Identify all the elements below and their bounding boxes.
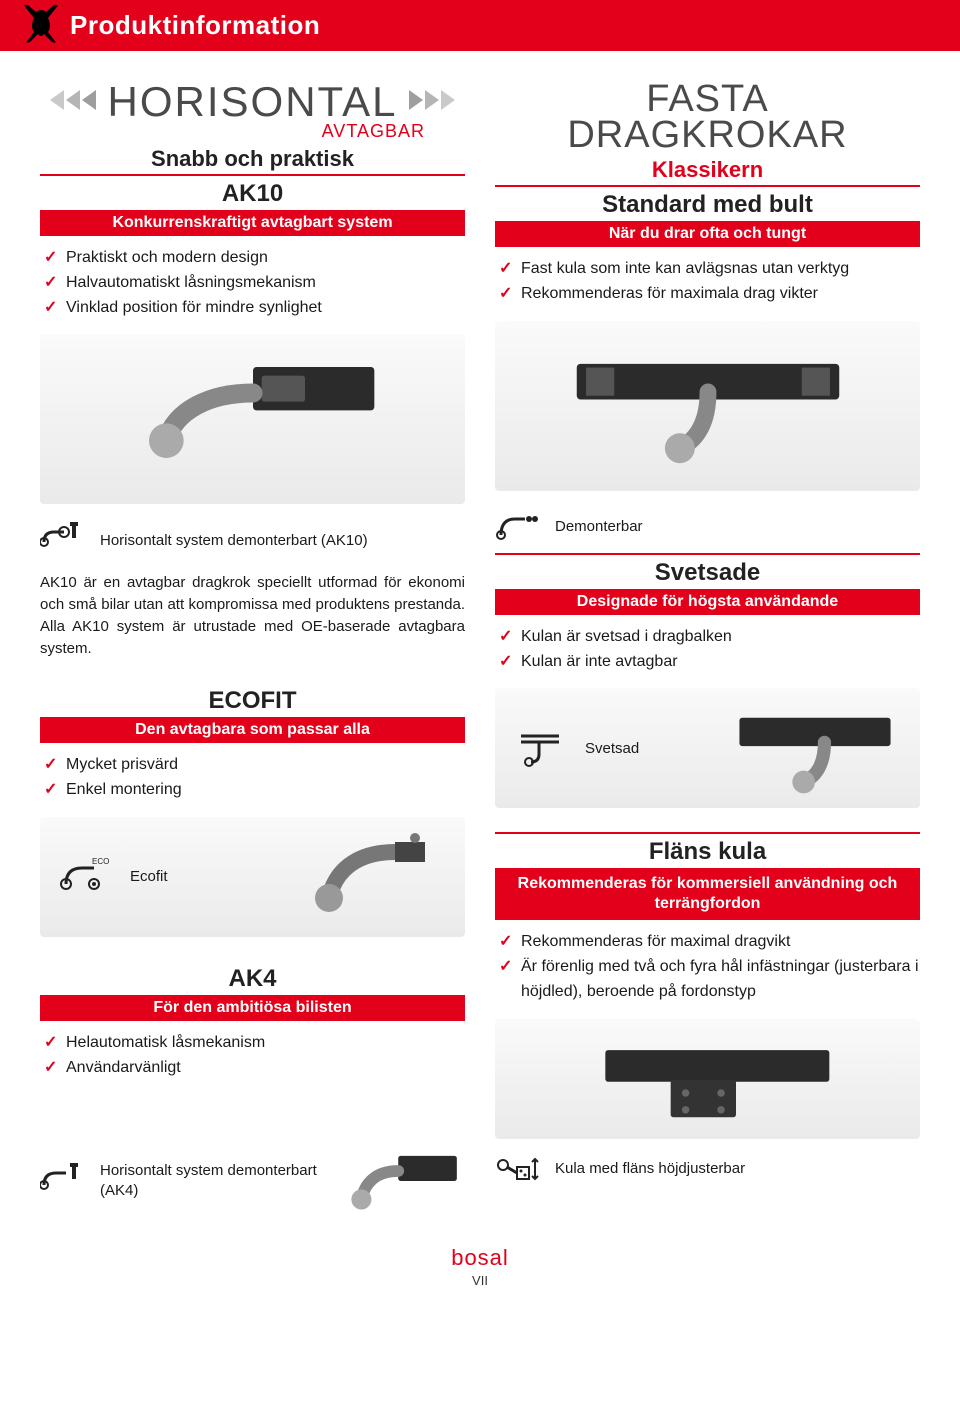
ecofit-banner: Den avtagbara som passar alla — [40, 717, 465, 743]
brand-logo-icon — [18, 2, 64, 44]
flans-icon-row: Kula med fläns höjdjusterbar — [495, 1151, 920, 1187]
left-column: HORISONTAL AVTAGBAR Snabb och praktisk A… — [40, 81, 465, 1221]
page-body: HORISONTAL AVTAGBAR Snabb och praktisk A… — [0, 51, 960, 1231]
fasta-title-2: DRAGKROKAR — [495, 117, 920, 153]
list-item: Kulan är svetsad i dragbalken — [499, 625, 920, 650]
detachable-icon — [495, 509, 541, 545]
list-item: Användarvänligt — [44, 1056, 465, 1081]
list-item: Vinklad position för mindre synlighet — [44, 296, 465, 321]
ak10-body-text: AK10 är en avtagbar dragkrok speciellt u… — [40, 572, 465, 659]
list-item: Kulan är inte avtagbar — [499, 650, 920, 675]
ak10-banner: Konkurrenskraftigt avtagbart system — [40, 210, 465, 236]
ak4-heading: AK4 — [40, 961, 465, 995]
detachable-horizontal-icon — [40, 1163, 86, 1199]
page-header: Produktinformation — [0, 0, 960, 51]
footer-page-number: VII — [0, 1273, 960, 1288]
list-item: Är förenlig med två och fyra hål infästn… — [499, 955, 920, 1005]
horisontal-hero: HORISONTAL AVTAGBAR — [40, 81, 465, 142]
list-item: Fast kula som inte kan avlägsnas utan ve… — [499, 257, 920, 282]
svetsad-label: Svetsad — [585, 739, 639, 759]
demonterbar-label: Demonterbar — [555, 517, 643, 537]
ak10-icon-row: Horisontalt system demonterbart (AK10) — [40, 522, 465, 558]
ecofit-bullets: Mycket prisvärd Enkel montering — [40, 743, 465, 803]
ak4-icon-row: Horisontalt system demonterbart (AK4) — [40, 1141, 465, 1221]
ak4-icon-label: Horisontalt system demonterbart (AK4) — [100, 1161, 334, 1200]
detachable-horizontal-icon — [40, 522, 86, 558]
standard-heading: Standard med bult — [495, 187, 920, 221]
arrows-left-icon — [46, 86, 102, 119]
svetsade-bullets: Kulan är svetsad i dragbalken Kulan är i… — [495, 615, 920, 675]
list-item: Praktiskt och modern design — [44, 246, 465, 271]
flange-adjustable-icon — [495, 1151, 541, 1187]
ak4-banner: För den ambitiösa bilisten — [40, 995, 465, 1021]
svetsade-banner: Designade för högsta användande — [495, 589, 920, 615]
page-footer: bosal VII — [0, 1231, 960, 1308]
demonterbar-icon-row: Demonterbar — [495, 509, 920, 545]
ak10-product-image — [40, 334, 465, 504]
klassikern-heading: Klassikern — [495, 153, 920, 185]
flans-icon-label: Kula med fläns höjdjusterbar — [555, 1159, 745, 1179]
flans-banner: Rekommenderas för kommersiell användning… — [495, 868, 920, 920]
flans-bullets: Rekommenderas för maximal dragvikt Är fö… — [495, 920, 920, 1004]
ak10-icon-label: Horisontalt system demonterbart (AK10) — [100, 531, 368, 551]
ak10-heading: AK10 — [40, 176, 465, 210]
ecofit-product-image: ECO Ecofit — [40, 817, 465, 937]
right-column: FASTA DRAGKROKAR Klassikern Standard med… — [495, 81, 920, 1221]
flans-heading: Fläns kula — [495, 834, 920, 868]
list-item: Mycket prisvärd — [44, 753, 465, 778]
standard-banner: När du drar ofta och tungt — [495, 221, 920, 247]
arrows-right-icon — [403, 86, 459, 119]
list-item: Rekommenderas för maximala drag vikter — [499, 282, 920, 307]
list-item: Halvautomatiskt låsningsmekanism — [44, 271, 465, 296]
ak10-bullets: Praktiskt och modern design Halvautomati… — [40, 236, 465, 320]
ak4-bullets: Helautomatisk låsmekanism Användarvänlig… — [40, 1021, 465, 1081]
list-item: Enkel montering — [44, 778, 465, 803]
flans-product-image — [495, 1019, 920, 1139]
page-header-title: Produktinformation — [70, 10, 320, 40]
list-item: Rekommenderas för maximal dragvikt — [499, 930, 920, 955]
standard-bullets: Fast kula som inte kan avlägsnas utan ve… — [495, 247, 920, 307]
standard-product-image — [495, 321, 920, 491]
footer-brand: bosal — [0, 1245, 960, 1271]
list-item: Helautomatisk låsmekanism — [44, 1031, 465, 1056]
welded-icon — [515, 728, 565, 768]
ecofit-icon-label: Ecofit — [130, 867, 168, 887]
ecofit-icon: ECO — [60, 854, 120, 900]
snabb-heading: Snabb och praktisk — [40, 142, 465, 174]
fasta-title-1: FASTA — [495, 81, 920, 117]
ecofit-heading: ECOFIT — [40, 683, 465, 717]
svetsade-heading: Svetsade — [495, 555, 920, 589]
svg-text:ECO: ECO — [92, 857, 109, 866]
svetsade-product-image: Svetsad — [495, 688, 920, 808]
horisontal-title: HORISONTAL — [108, 81, 398, 123]
